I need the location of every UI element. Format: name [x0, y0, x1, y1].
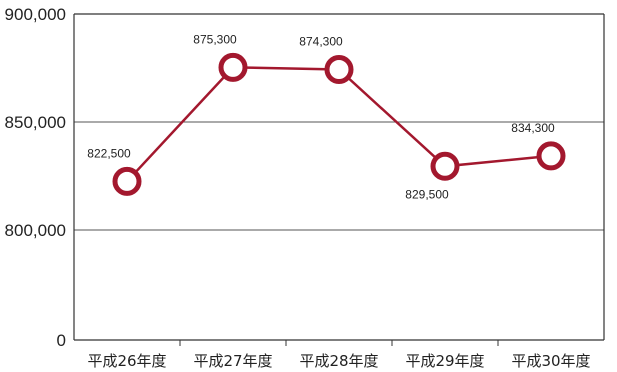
data-labels: 822,500 875,300 874,300 829,500 834,300	[87, 32, 555, 201]
data-label: 834,300	[511, 121, 555, 135]
x-tick-label: 平成28年度	[299, 352, 378, 370]
y-tick-label: 850,000	[5, 113, 66, 132]
y-tick-labels: 0 800,000 850,000 900,000	[5, 5, 66, 350]
data-point	[112, 166, 142, 196]
data-label: 829,500	[405, 187, 449, 201]
y-tick-label: 900,000	[5, 5, 66, 24]
grid-lines	[74, 121, 604, 231]
series-line	[126, 66, 552, 183]
data-series	[112, 52, 566, 196]
x-tick-label: 平成27年度	[193, 352, 272, 370]
data-point	[430, 151, 460, 181]
data-label: 822,500	[87, 146, 131, 160]
axes	[73, 13, 605, 346]
data-point	[536, 141, 566, 171]
data-label: 875,300	[193, 32, 237, 46]
y-tick-label: 0	[57, 331, 66, 350]
data-point	[324, 55, 354, 85]
x-tick-label: 平成26年度	[87, 352, 166, 370]
x-tick-label: 平成30年度	[511, 352, 590, 370]
x-tick-label: 平成29年度	[405, 352, 484, 370]
data-point	[218, 52, 248, 82]
y-tick-label: 800,000	[5, 221, 66, 240]
data-label: 874,300	[299, 35, 343, 49]
x-tick-labels: 平成26年度 平成27年度 平成28年度 平成29年度 平成30年度	[87, 352, 590, 370]
